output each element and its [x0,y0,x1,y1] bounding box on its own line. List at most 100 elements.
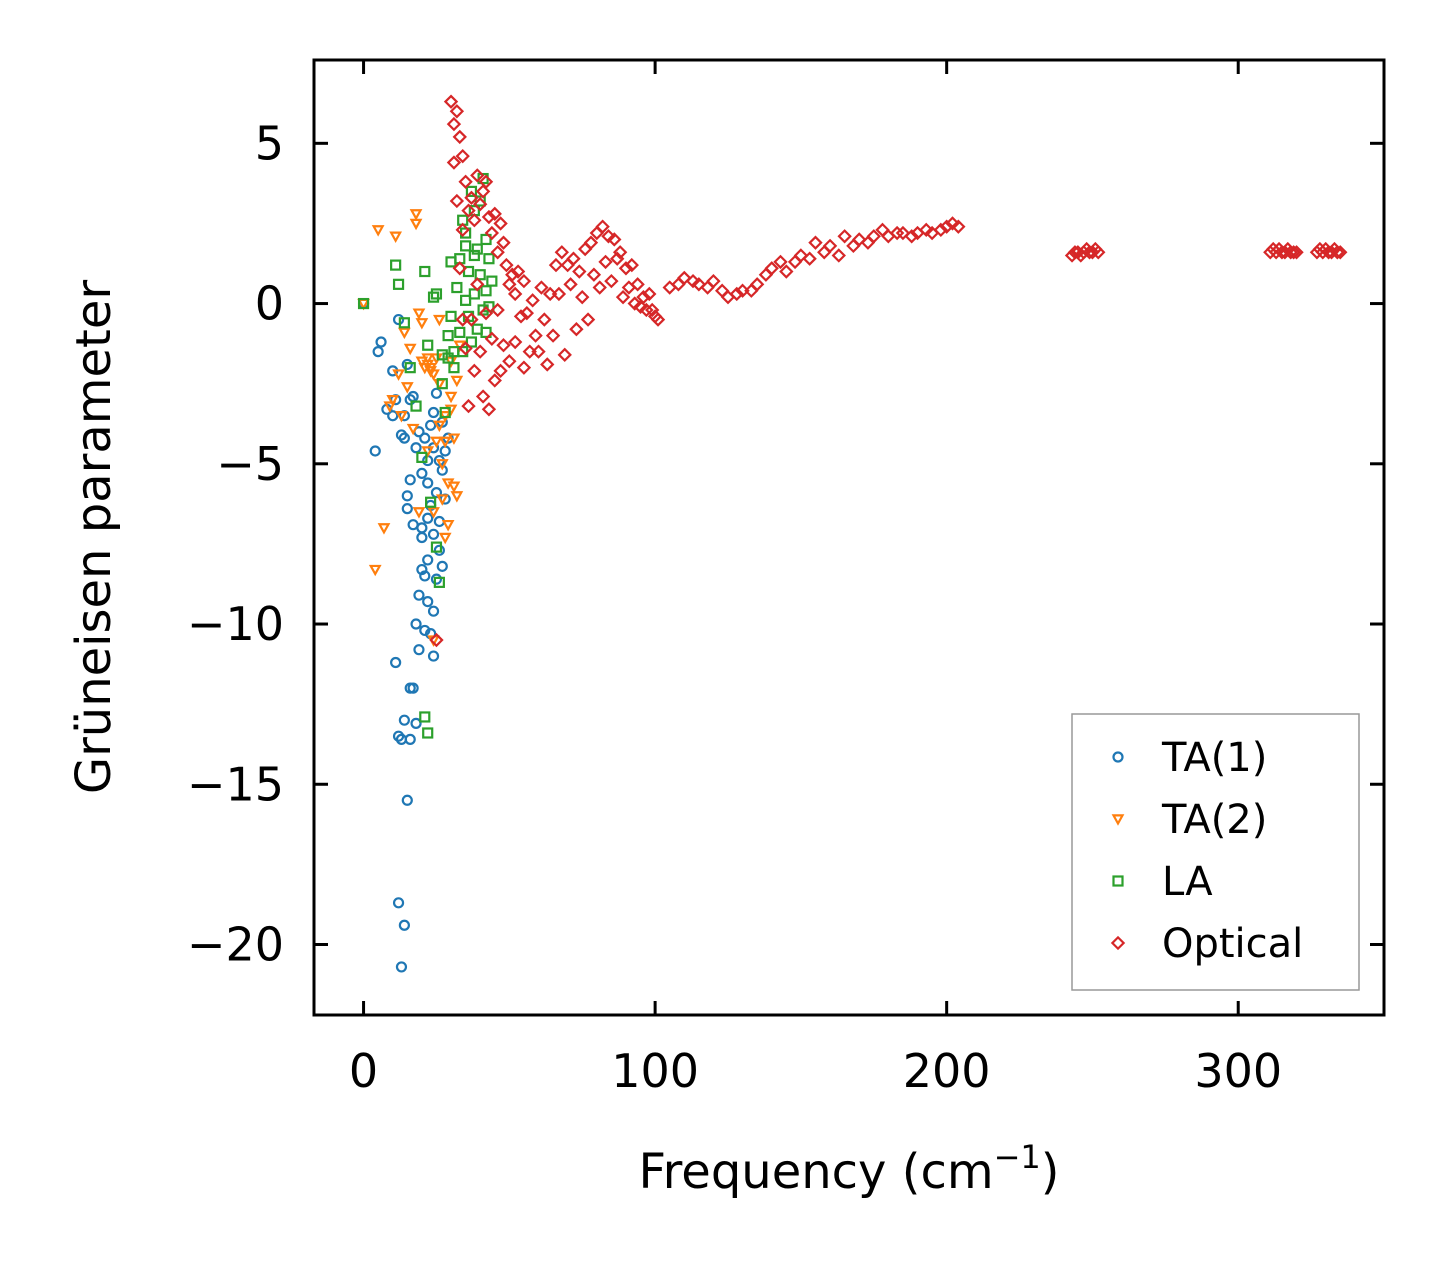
data-point-ta2 [450,491,464,503]
data-point-optical [487,206,502,222]
data-point-optical [502,277,517,292]
data-point-optical [572,264,587,279]
data-point-optical [1333,245,1348,260]
data-point-optical [1330,245,1345,260]
data-point-ta2 [424,362,437,375]
data-point-optical [496,235,511,250]
y-tick-label: −5 [216,437,284,491]
data-point-la [436,378,448,390]
data-point-ta1 [422,595,434,608]
data-point-ta1 [392,897,405,909]
data-point-optical [475,389,491,404]
data-point-optical [467,213,482,228]
data-point-ta2 [412,308,426,320]
data-point-optical [490,302,505,318]
data-point-optical [595,219,610,234]
data-point-optical [516,360,532,375]
series-Optical [429,94,1348,648]
legend-marker-optical [1110,935,1126,951]
data-point-ta1 [413,644,425,656]
data-point-ta2 [438,532,452,545]
data-point-ta1 [413,589,425,601]
data-point-optical [554,245,570,260]
data-point-ta1 [430,387,443,399]
legend-label-ta1: TA(1) [1161,735,1267,781]
data-point-optical [461,203,476,218]
y-tick-label: 5 [255,116,284,170]
data-point-ta1 [427,605,440,617]
data-point-ta2 [389,231,403,244]
data-point-optical [452,261,467,276]
data-point-optical [624,257,639,273]
data-point-optical [793,248,809,263]
data-point-ta2 [421,353,435,365]
data-point-ta1 [369,445,381,457]
data-point-la [357,297,370,310]
data-point-optical [449,104,465,119]
data-point-optical [551,286,567,302]
data-point-ta2 [377,523,391,535]
data-point-la [430,541,443,553]
data-point-la [392,278,405,290]
data-point-optical [749,277,765,292]
data-point-optical [429,632,444,648]
y-tick-label: −15 [187,757,284,811]
data-point-la [448,346,460,358]
data-point-optical [487,373,502,388]
data-point-la [474,195,486,207]
data-point-ta2 [406,423,420,436]
data-point-ta1 [430,573,443,585]
data-point-ta1 [427,406,440,419]
data-point-optical [499,257,514,273]
data-point-ta1 [410,442,422,454]
data-point-optical [729,286,744,302]
data-point-optical [534,280,549,295]
data-point-la [433,576,445,588]
data-point-optical [461,398,476,414]
data-point-optical [470,168,485,183]
data-point-ta1 [422,477,434,489]
data-point-ta1 [436,464,448,476]
data-point-ta2 [403,343,417,356]
y-tick-label: −10 [187,597,284,651]
data-point-ta1 [422,512,434,524]
data-point-la [480,326,492,338]
data-point-la [427,291,440,303]
data-point-optical [566,251,581,266]
legend-label-optical: Optical [1162,921,1303,967]
data-point-optical [866,229,881,244]
data-point-ta1 [416,467,428,480]
data-point-optical [1091,245,1106,260]
data-point-optical [507,286,523,302]
data-point-optical [636,289,651,305]
data-point-ta1 [401,490,413,502]
data-point-la [442,352,454,364]
data-point-optical [1283,245,1298,260]
data-point-optical [473,197,488,212]
data-point-optical [645,302,660,318]
data-point-la [451,281,463,294]
data-point-la [425,496,437,508]
data-point-ta1 [433,544,445,556]
data-point-optical [525,293,540,308]
y-tick-label: 0 [255,277,284,331]
data-point-optical [455,148,470,164]
data-point-optical [889,225,905,241]
data-point-ta1 [392,313,405,326]
data-point-optical [443,94,459,109]
data-point-optical [531,344,546,359]
data-point-optical [822,238,838,254]
data-point-la [465,336,478,348]
data-point-optical [575,289,590,305]
data-point-ta1 [401,358,413,371]
data-point-la [486,275,498,287]
data-point-la [460,240,472,252]
x-tick-label: 200 [903,1044,991,1098]
data-point-optical [484,331,500,346]
data-point-ta2 [383,401,397,413]
data-point-la [416,451,428,463]
axis-ticks [314,60,1384,1015]
data-point-optical [615,289,631,305]
data-point-ta2 [432,314,446,327]
